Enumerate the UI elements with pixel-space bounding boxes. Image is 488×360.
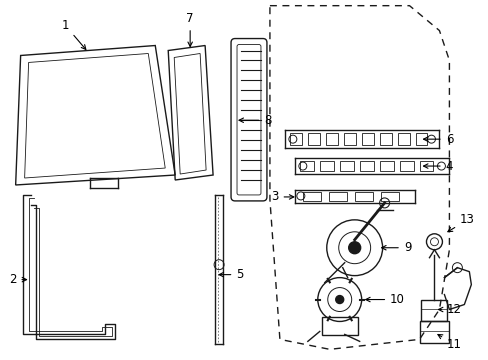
Text: 7: 7 [186, 12, 194, 46]
Bar [321, 318, 357, 336]
Bar [421, 300, 447, 321]
Bar [419, 161, 432, 171]
Text: 1: 1 [61, 19, 86, 49]
Bar [397, 133, 408, 145]
Text: 3: 3 [271, 190, 293, 203]
Text: 4: 4 [423, 159, 452, 172]
Bar [319, 161, 333, 171]
Bar [399, 161, 413, 171]
Text: 9: 9 [381, 241, 410, 254]
Bar [343, 133, 355, 145]
Text: 2: 2 [9, 273, 26, 286]
Text: 8: 8 [239, 114, 271, 127]
Bar [379, 161, 393, 171]
Bar [299, 161, 313, 171]
Bar [361, 133, 373, 145]
Bar [339, 161, 353, 171]
Bar [379, 133, 391, 145]
Bar [302, 192, 320, 201]
Bar [415, 133, 427, 145]
Circle shape [335, 296, 343, 303]
Text: 13: 13 [447, 213, 474, 232]
Text: 10: 10 [365, 293, 404, 306]
Text: 12: 12 [438, 303, 461, 316]
Circle shape [348, 242, 360, 254]
Text: 11: 11 [437, 334, 461, 351]
Bar [359, 161, 373, 171]
Bar [289, 133, 301, 145]
Text: 6: 6 [423, 132, 452, 146]
Text: 5: 5 [219, 268, 243, 281]
Bar [325, 133, 337, 145]
Bar [380, 192, 398, 201]
Bar [354, 192, 372, 201]
Bar [307, 133, 319, 145]
Bar [419, 321, 448, 343]
Bar [328, 192, 346, 201]
